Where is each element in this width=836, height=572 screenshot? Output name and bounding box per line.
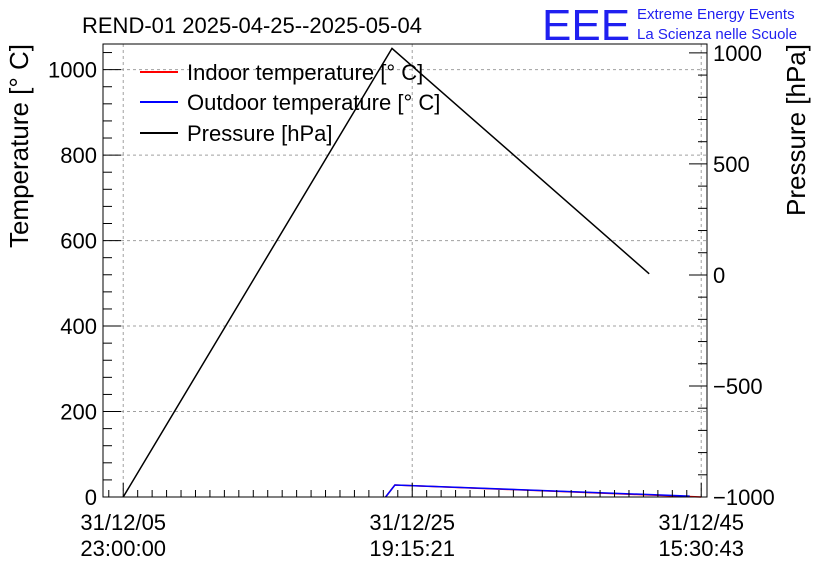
left-axis-title: Temperature [° C] xyxy=(4,44,34,248)
series-line-2 xyxy=(122,47,650,498)
eee-logo-line1: Extreme Energy Events xyxy=(637,6,795,23)
eee-logo-mark: EEE xyxy=(542,1,630,50)
chart-title: REND-01 2025-04-25--2025-05-04 xyxy=(82,13,422,38)
series-group xyxy=(122,47,702,498)
x-tick-time: 23:00:00 xyxy=(80,536,166,561)
right-axis-title: Pressure [hPa] xyxy=(781,44,811,216)
y2-tick-label: 0 xyxy=(713,263,725,288)
plot-frame xyxy=(102,43,708,498)
right-axis: −1000 −500 0 500 1000 xyxy=(689,41,775,510)
y2-tick-label: 500 xyxy=(713,152,750,177)
x-tick-time: 19:15:21 xyxy=(369,536,455,561)
y-tick-label: 400 xyxy=(60,314,97,339)
y-tick-label: 200 xyxy=(60,400,97,425)
legend-label-2: Pressure [hPa] xyxy=(187,121,333,146)
x-tick-date: 31/12/45 xyxy=(658,510,744,535)
left-axis: 0 200 400 600 800 1000 xyxy=(48,52,121,510)
eee-logo-line2: La Scienza nelle Scuole xyxy=(637,26,797,43)
y-tick-label: 1000 xyxy=(48,58,97,83)
legend-label-0: Indoor temperature [° C] xyxy=(187,60,423,85)
y2-tick-label: 1000 xyxy=(713,41,762,66)
legend-label-1: Outdoor temperature [° C] xyxy=(187,90,440,115)
eee-logo: EEE Extreme Energy Events La Scienza nel… xyxy=(542,1,797,50)
x-tick-time: 15:30:43 xyxy=(658,536,744,561)
grid xyxy=(103,44,707,497)
series-line-1 xyxy=(385,484,690,498)
y-tick-label: 0 xyxy=(85,485,97,510)
x-tick-date: 31/12/25 xyxy=(369,510,455,535)
y2-tick-label: −500 xyxy=(713,374,763,399)
y-tick-label: 600 xyxy=(60,229,97,254)
y2-tick-label: −1000 xyxy=(713,485,775,510)
x-tick-date: 31/12/05 xyxy=(80,510,166,535)
legend: Indoor temperature [° C] Outdoor temperat… xyxy=(140,60,440,146)
y-tick-label: 800 xyxy=(60,143,97,168)
